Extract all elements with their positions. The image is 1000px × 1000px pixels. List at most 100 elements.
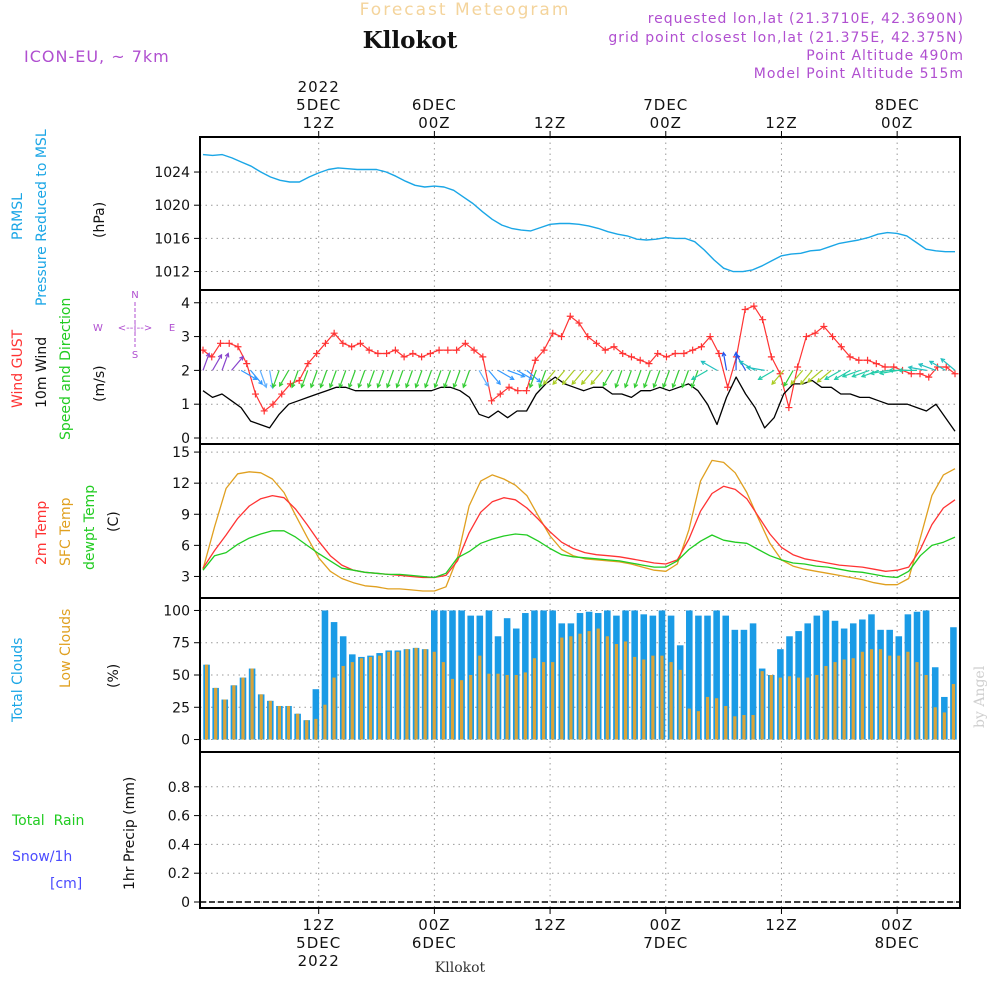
wind-arrow-head xyxy=(799,380,805,386)
low-cloud-bar xyxy=(660,655,664,740)
wind-arrow-head xyxy=(376,383,382,389)
wind-arrow-head xyxy=(771,380,777,386)
gust-marker xyxy=(313,349,321,357)
y-tick-label: 0.4 xyxy=(168,837,190,853)
wind-arrow-head xyxy=(258,380,263,386)
low-cloud-bar xyxy=(633,656,637,740)
wind-arrow-head xyxy=(571,380,577,386)
location-title: Kllokot xyxy=(363,27,458,54)
wind-arrow-head xyxy=(405,383,410,389)
wind-arrow-head xyxy=(366,383,372,389)
gust-marker xyxy=(741,306,749,314)
low-cloud-bar xyxy=(578,633,582,740)
low-cloud-bar xyxy=(268,700,272,740)
wind-direction-arrow xyxy=(300,370,309,388)
wind-direction-arrow xyxy=(516,369,534,380)
bottom-time-label: 12Z xyxy=(765,916,797,934)
wind-direction-arrow xyxy=(272,370,280,388)
wind-direction-arrow xyxy=(807,369,823,383)
wind-arrow-head xyxy=(700,360,706,366)
gust-marker xyxy=(330,329,338,337)
gust-marker xyxy=(881,363,889,371)
compass-w: W xyxy=(93,323,103,334)
low-cloud-bar xyxy=(396,651,400,740)
gust-marker xyxy=(767,353,775,361)
wind-direction-arrow xyxy=(929,360,946,371)
wind-direction-arrow xyxy=(918,363,937,371)
total-cloud-bar xyxy=(731,629,739,740)
wind-arrow-head xyxy=(552,380,558,386)
gust-marker xyxy=(549,329,557,337)
low-cloud-bar xyxy=(277,705,282,740)
low-cloud-bar xyxy=(214,687,218,740)
top-time-label: 12Z xyxy=(765,114,797,132)
gust-marker xyxy=(444,346,452,354)
panel-frames xyxy=(199,131,961,914)
wind-direction-arrow xyxy=(783,370,794,387)
low-cloud-bar xyxy=(623,641,628,740)
gust-marker xyxy=(496,390,504,398)
wind-arrow-head xyxy=(414,383,420,389)
gust-marker xyxy=(365,346,373,354)
wind-direction-arrow xyxy=(202,353,210,371)
wind-arrow-head xyxy=(783,381,788,388)
low-cloud-bar xyxy=(323,704,327,740)
wind-arrow-head xyxy=(520,373,526,378)
wind-arrow-head xyxy=(652,383,658,389)
gust-marker xyxy=(295,377,303,385)
gust-marker xyxy=(575,319,583,327)
gust-marker xyxy=(872,360,880,368)
gust-marker xyxy=(260,407,268,415)
low-cloud-bar xyxy=(487,673,491,740)
wind-direction-arrow xyxy=(681,370,690,388)
gust-marker xyxy=(724,383,732,391)
wind-direction-arrow xyxy=(722,352,728,371)
low-cloud-bar xyxy=(906,651,910,740)
bottom-time-label: 5DEC xyxy=(296,934,341,952)
bottom-time-label: 00Z xyxy=(418,916,450,934)
y-tick-label: 0.6 xyxy=(168,809,190,825)
wind-arrow-head xyxy=(271,383,277,389)
wind-direction-arrow xyxy=(405,370,413,388)
low-cloud-bar xyxy=(405,649,409,740)
gust-marker xyxy=(470,346,478,354)
gust-marker xyxy=(759,316,767,324)
low-cloud-bar xyxy=(897,655,901,740)
low-cloud-bar xyxy=(387,651,391,740)
gust-marker xyxy=(829,333,837,341)
y-tick-label: 75 xyxy=(172,636,190,652)
total-cloud-bar xyxy=(321,610,329,740)
low-cloud-bar xyxy=(705,696,710,740)
gust-marker xyxy=(610,343,618,351)
total-cloud-bar xyxy=(312,689,320,740)
low-cloud-bar xyxy=(888,655,892,740)
grid-lines xyxy=(200,137,960,908)
gust-marker xyxy=(216,339,224,347)
low-cloud-bar xyxy=(860,651,864,740)
wind-arrow-head xyxy=(806,378,812,383)
wind-direction-arrow xyxy=(543,369,556,385)
footer-location: Kllokot xyxy=(435,960,486,976)
total-cloud-bar xyxy=(449,610,456,740)
wind-direction-arrow xyxy=(329,370,337,388)
point-altitude: Point Altitude 490m xyxy=(806,48,964,64)
gust-marker xyxy=(391,346,399,354)
panel-frame-temp xyxy=(199,443,961,599)
total-cloud-bar xyxy=(722,615,730,740)
temp-unit: (C) xyxy=(106,511,122,532)
wind-arrow-head xyxy=(790,380,796,386)
wind-direction-arrow xyxy=(377,370,385,388)
low-cloud-bar xyxy=(551,662,555,740)
wind10-line xyxy=(202,376,956,432)
bottom-time-label: 00Z xyxy=(650,916,682,934)
wind-arrow-head xyxy=(536,378,542,383)
top-time-label: 7DEC xyxy=(643,96,688,114)
gust-marker xyxy=(461,339,469,347)
wind-arrow-head xyxy=(309,383,315,389)
y-tick-label: 100 xyxy=(163,603,190,619)
low-cloud-bar xyxy=(824,665,828,740)
gust-marker xyxy=(907,370,915,378)
wind-direction-arrow xyxy=(453,370,461,388)
low-cloud-bar xyxy=(541,662,546,740)
